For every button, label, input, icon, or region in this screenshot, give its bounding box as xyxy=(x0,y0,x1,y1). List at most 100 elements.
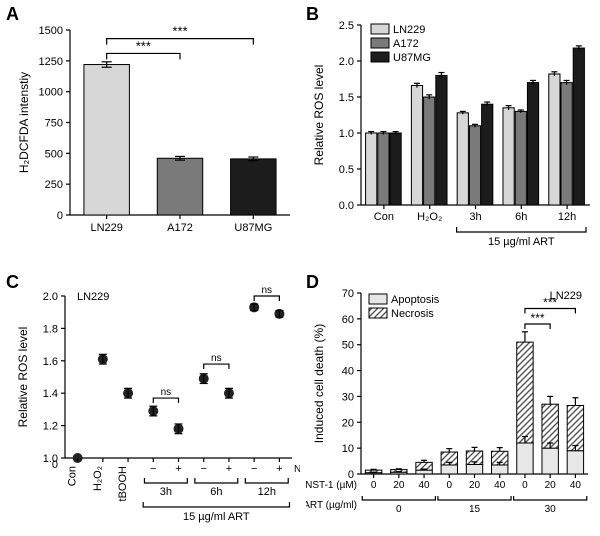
svg-text:Relative ROS level: Relative ROS level xyxy=(16,327,30,428)
svg-text:15 µg/ml ART: 15 µg/ml ART xyxy=(183,511,250,523)
svg-text:LN229: LN229 xyxy=(77,291,109,303)
svg-text:70: 70 xyxy=(342,288,354,300)
bar-apop-8 xyxy=(567,451,583,474)
bar-apop-6 xyxy=(517,443,533,474)
svg-text:ART (µg/ml): ART (µg/ml) xyxy=(306,500,357,511)
svg-text:2.0: 2.0 xyxy=(43,291,58,303)
svg-text:250: 250 xyxy=(45,179,63,191)
svg-text:A172: A172 xyxy=(167,222,193,234)
svg-text:NST-1 (µM): NST-1 (µM) xyxy=(306,480,357,491)
panel-b: 0.00.51.01.52.02.5Relative ROS levelConH… xyxy=(306,10,596,260)
svg-text:6h: 6h xyxy=(210,486,222,498)
svg-text:0: 0 xyxy=(446,480,452,491)
svg-text:−: − xyxy=(251,463,257,475)
bar-Con-LN229 xyxy=(366,133,377,205)
svg-text:1.0: 1.0 xyxy=(339,128,354,140)
svg-text:***: *** xyxy=(136,38,151,53)
svg-text:2.0: 2.0 xyxy=(339,56,354,68)
svg-text:−: − xyxy=(150,463,156,475)
svg-text:Con: Con xyxy=(374,211,394,223)
svg-text:0: 0 xyxy=(371,480,377,491)
bar-6h-A172 xyxy=(515,111,526,205)
svg-text:12h: 12h xyxy=(558,211,576,223)
legend-swatch-apoptosis xyxy=(369,294,387,304)
bar-6h-U87MG xyxy=(527,83,538,205)
svg-text:U87MG: U87MG xyxy=(234,222,272,234)
bar-necr-6 xyxy=(517,342,533,443)
svg-text:1000: 1000 xyxy=(39,87,63,99)
svg-text:1500: 1500 xyxy=(39,25,63,37)
bar-H₂O₂-LN229 xyxy=(411,85,422,205)
svg-text:60: 60 xyxy=(342,314,354,326)
panel-d: 010203040506070Induced cell death (%)LN2… xyxy=(306,278,596,534)
legend-swatch-A172 xyxy=(371,38,389,48)
svg-text:H₂O₂: H₂O₂ xyxy=(92,466,104,491)
panel-d-svg: 010203040506070Induced cell death (%)LN2… xyxy=(306,278,596,534)
svg-text:2.5: 2.5 xyxy=(339,20,354,32)
svg-text:−: − xyxy=(201,463,207,475)
svg-text:40: 40 xyxy=(494,480,506,491)
svg-text:50: 50 xyxy=(342,340,354,352)
svg-text:3h: 3h xyxy=(469,211,481,223)
bar-12h-U87MG xyxy=(573,48,584,205)
bar-LN229 xyxy=(84,65,129,215)
svg-text:12h: 12h xyxy=(258,486,276,498)
svg-text:20: 20 xyxy=(342,417,354,429)
svg-text:15 µg/ml ART: 15 µg/ml ART xyxy=(488,236,555,248)
svg-text:500: 500 xyxy=(45,148,63,160)
bar-necr-8 xyxy=(567,405,583,450)
svg-text:1.6: 1.6 xyxy=(43,356,58,368)
svg-text:***: *** xyxy=(543,296,557,310)
bar-12h-A172 xyxy=(561,83,572,205)
svg-text:1250: 1250 xyxy=(39,56,63,68)
svg-text:Necrosis: Necrosis xyxy=(391,308,434,320)
svg-text:1.2: 1.2 xyxy=(43,421,58,433)
svg-text:3h: 3h xyxy=(160,486,172,498)
svg-text:10: 10 xyxy=(342,443,354,455)
bar-H₂O₂-A172 xyxy=(424,97,435,205)
svg-text:1.5: 1.5 xyxy=(339,92,354,104)
svg-text:H₂O₂: H₂O₂ xyxy=(417,211,442,223)
bar-apop-7 xyxy=(542,448,558,474)
svg-text:1.4: 1.4 xyxy=(43,388,58,400)
bar-3h-U87MG xyxy=(482,104,493,205)
svg-text:40: 40 xyxy=(570,480,582,491)
svg-text:40: 40 xyxy=(342,366,354,378)
svg-text:H₂DCFDA intenstiy: H₂DCFDA intenstiy xyxy=(17,72,31,173)
svg-text:***: *** xyxy=(531,311,545,325)
bar-Con-U87MG xyxy=(390,133,401,205)
svg-text:15: 15 xyxy=(469,504,481,515)
svg-text:NST-1: NST-1 xyxy=(294,464,300,475)
svg-text:+: + xyxy=(175,463,181,475)
bar-U87MG xyxy=(231,159,276,215)
panel-a: 0250500750100012501500H₂DCFDA intenstiyL… xyxy=(10,10,300,260)
bar-A172 xyxy=(157,158,202,215)
svg-text:30: 30 xyxy=(342,391,354,403)
panel-c: 1.01.21.41.61.82.00Relative ROS levelLN2… xyxy=(10,278,300,534)
svg-text:Apoptosis: Apoptosis xyxy=(391,294,440,306)
bar-Con-A172 xyxy=(378,133,389,205)
svg-text:20: 20 xyxy=(545,480,557,491)
bar-3h-LN229 xyxy=(457,113,468,205)
svg-text:+: + xyxy=(276,463,282,475)
legend-swatch-U87MG xyxy=(371,52,389,62)
panel-a-svg: 0250500750100012501500H₂DCFDA intenstiyL… xyxy=(10,10,300,260)
bar-H₂O₂-U87MG xyxy=(436,75,447,205)
legend-swatch-LN229 xyxy=(371,24,389,34)
svg-text:20: 20 xyxy=(393,480,405,491)
bar-apop-3 xyxy=(441,465,457,474)
svg-text:30: 30 xyxy=(545,504,557,515)
svg-text:+: + xyxy=(226,463,232,475)
svg-text:ns: ns xyxy=(161,387,172,398)
svg-text:0.5: 0.5 xyxy=(339,164,354,176)
svg-text:LN229: LN229 xyxy=(90,222,122,234)
svg-text:20: 20 xyxy=(469,480,481,491)
svg-text:0: 0 xyxy=(396,504,402,515)
svg-text:1.8: 1.8 xyxy=(43,323,58,335)
bar-apop-5 xyxy=(492,465,508,474)
svg-text:40: 40 xyxy=(418,480,430,491)
svg-text:Con: Con xyxy=(67,466,79,486)
legend-swatch-necrosis xyxy=(369,308,387,318)
bar-6h-LN229 xyxy=(503,108,514,205)
svg-text:Induced cell death (%): Induced cell death (%) xyxy=(312,324,326,443)
